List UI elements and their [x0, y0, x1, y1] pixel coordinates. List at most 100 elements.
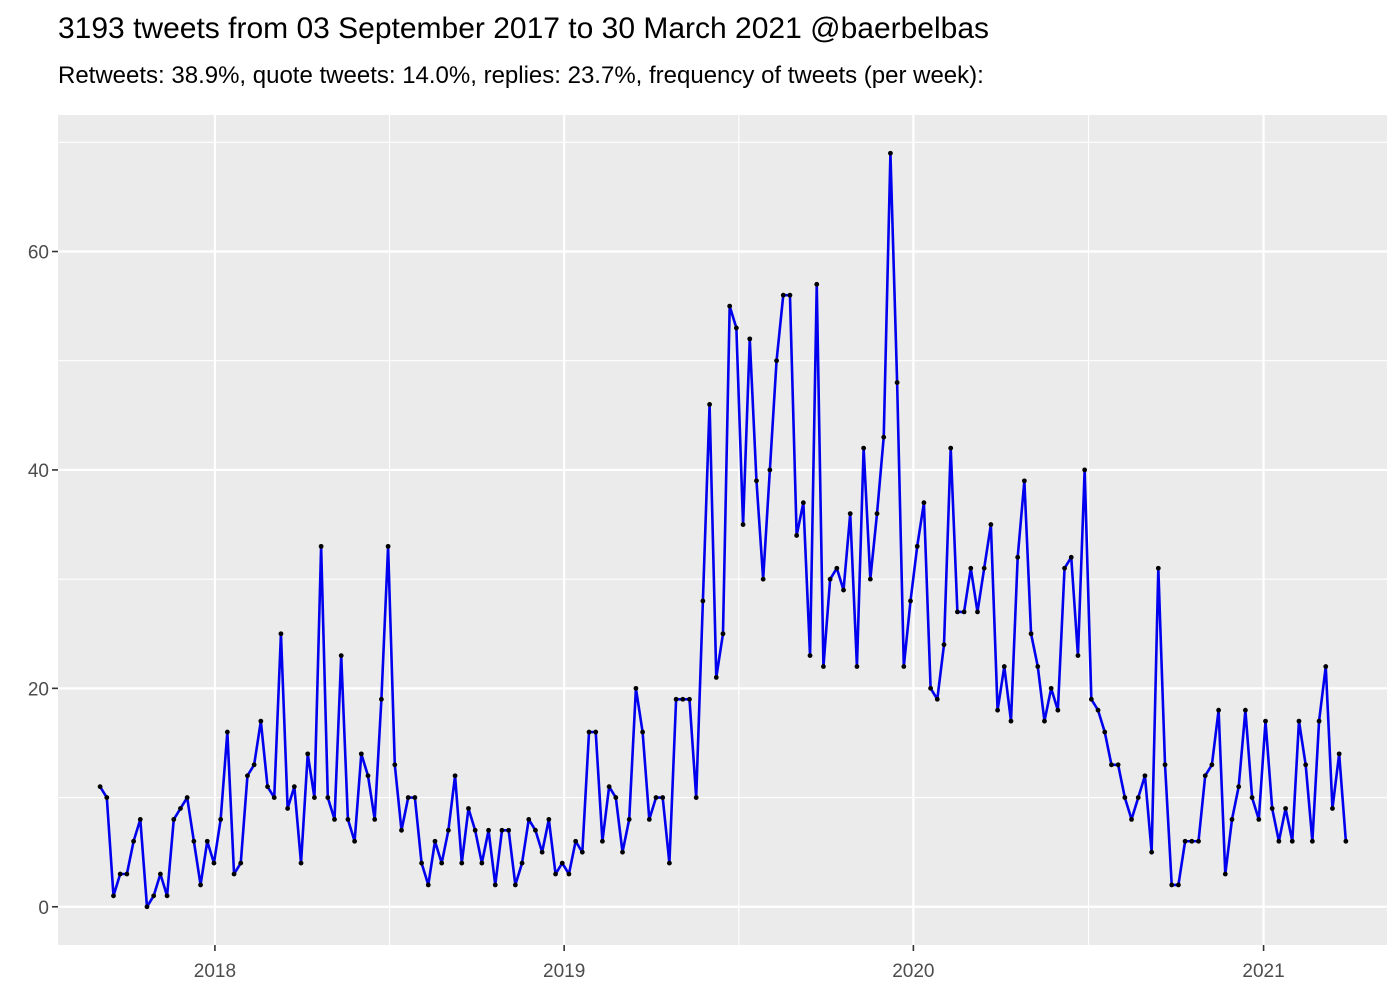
- data-point: [807, 653, 813, 658]
- data-point: [1249, 795, 1255, 800]
- data-point: [1209, 762, 1215, 768]
- data-point: [151, 893, 157, 899]
- data-point: [693, 795, 699, 800]
- data-point: [1189, 838, 1195, 844]
- data-point: [660, 795, 666, 800]
- data-point: [492, 882, 498, 888]
- data-point: [1242, 707, 1248, 713]
- data-point: [841, 587, 846, 593]
- data-point: [131, 838, 136, 844]
- data-point: [646, 817, 652, 822]
- data-point: [1115, 762, 1121, 768]
- data-point: [539, 849, 545, 855]
- data-point: [526, 817, 532, 822]
- data-point: [1176, 882, 1181, 888]
- data-point: [1162, 762, 1168, 768]
- data-point: [754, 478, 759, 484]
- data-point: [747, 336, 753, 342]
- data-point: [1102, 729, 1108, 735]
- data-point: [579, 849, 585, 855]
- data-point: [218, 817, 224, 822]
- data-point: [104, 795, 110, 800]
- major-gridlines: [58, 115, 1387, 945]
- data-point: [211, 860, 217, 866]
- data-point: [1289, 838, 1295, 844]
- data-point: [1263, 718, 1268, 724]
- data-point: [821, 664, 826, 669]
- y-tick-label: 40: [28, 461, 49, 482]
- data-point: [720, 631, 726, 637]
- data-point: [1048, 685, 1054, 691]
- data-point: [794, 533, 800, 538]
- data-point: [164, 893, 170, 899]
- data-point: [533, 827, 538, 833]
- data-point: [787, 292, 793, 298]
- data-point: [881, 434, 887, 440]
- y-tick-label: 0: [38, 898, 49, 919]
- minor-gridlines: [58, 115, 1387, 945]
- data-point: [1202, 773, 1208, 779]
- data-point: [1182, 838, 1188, 844]
- data-point: [620, 849, 625, 855]
- data-point: [466, 806, 471, 811]
- data-point: [1149, 849, 1155, 855]
- data-point: [573, 838, 579, 844]
- x-tick-label: 2019: [543, 961, 585, 982]
- data-point: [124, 871, 130, 877]
- data-point: [566, 871, 572, 877]
- data-point: [834, 565, 840, 571]
- data-point: [379, 696, 384, 702]
- data-point: [432, 838, 438, 844]
- data-point: [251, 762, 257, 768]
- data-point: [1330, 806, 1335, 811]
- data-point: [1082, 467, 1088, 473]
- data-point: [613, 795, 619, 800]
- data-point: [1068, 554, 1074, 560]
- data-point: [459, 860, 465, 866]
- data-point: [553, 871, 558, 877]
- data-point: [452, 773, 458, 779]
- data-point: [1088, 696, 1094, 702]
- chart-title: 3193 tweets from 03 September 2017 to 30…: [58, 12, 990, 45]
- y-tick-label: 20: [28, 679, 49, 700]
- data-point: [1269, 806, 1275, 811]
- data-point: [740, 522, 746, 527]
- data-point: [1309, 838, 1315, 844]
- chart-subtitle: Retweets: 38.9%, quote tweets: 14.0%, re…: [58, 62, 984, 89]
- axes-layer: 0 20 40 60 2018 2019 2020 2021: [28, 243, 1285, 982]
- data-point: [338, 653, 344, 658]
- x-tick-label: 2021: [1242, 961, 1284, 982]
- data-point: [1035, 664, 1041, 669]
- data-point: [1343, 838, 1349, 844]
- data-point: [1303, 762, 1309, 768]
- data-point: [854, 664, 860, 669]
- data-point: [1008, 718, 1014, 724]
- data-point: [814, 281, 820, 287]
- data-point: [1155, 565, 1161, 571]
- data-point: [479, 860, 485, 866]
- data-point: [305, 751, 311, 757]
- data-point: [157, 871, 163, 877]
- points-layer: [97, 150, 1349, 910]
- data-point: [385, 543, 391, 549]
- data-point: [673, 696, 679, 702]
- data-point: [506, 827, 512, 833]
- data-point: [231, 871, 237, 877]
- data-point: [961, 609, 967, 615]
- data-point: [1122, 795, 1128, 800]
- data-point: [901, 664, 907, 669]
- data-point: [600, 838, 605, 844]
- data-point: [1169, 882, 1175, 888]
- data-point: [332, 817, 337, 822]
- data-point: [1336, 751, 1342, 757]
- data-point: [546, 817, 552, 822]
- data-point: [291, 784, 297, 790]
- data-point: [117, 871, 123, 877]
- data-point: [345, 817, 351, 822]
- data-point: [640, 729, 646, 735]
- data-point: [948, 445, 954, 451]
- data-point: [1095, 707, 1101, 713]
- data-point: [700, 598, 706, 604]
- data-point: [265, 784, 270, 790]
